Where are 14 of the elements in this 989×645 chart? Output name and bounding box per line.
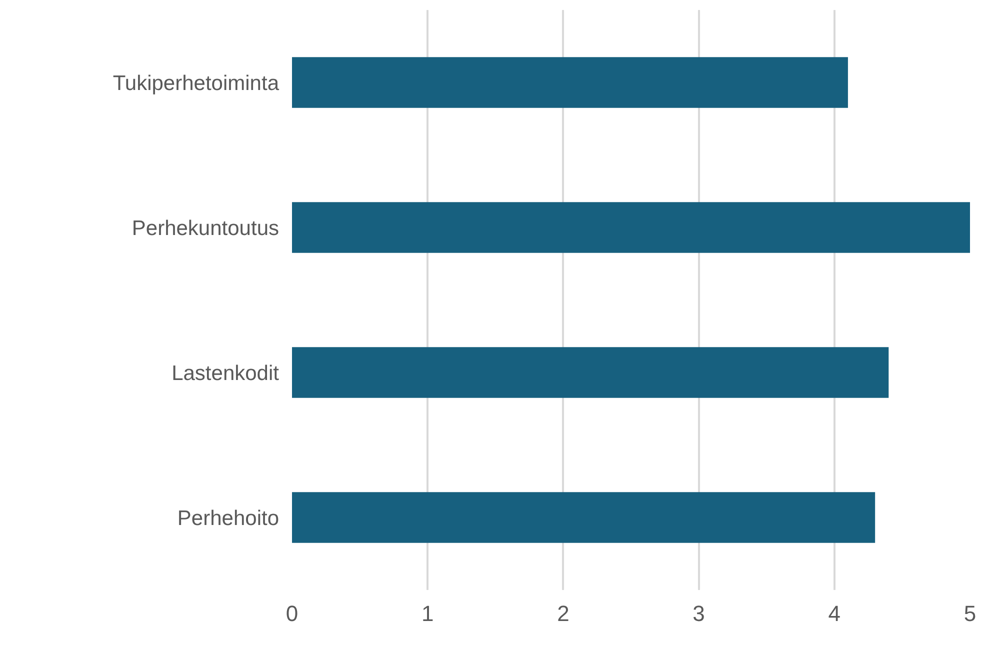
y-tick-label: Perhehoito <box>177 506 279 530</box>
x-tick-label: 1 <box>421 601 434 626</box>
x-tick-label: 3 <box>692 601 705 626</box>
bar <box>292 202 970 253</box>
bar <box>292 492 876 543</box>
x-tick-label: 0 <box>286 601 298 626</box>
x-tick-label: 5 <box>964 601 976 626</box>
bar <box>292 57 848 108</box>
y-tick-label: Lastenkodit <box>172 362 280 385</box>
x-tick-label: 4 <box>828 601 841 626</box>
y-tick-label: Perhekuntoutus <box>132 216 279 240</box>
x-tick-label: 2 <box>557 601 570 626</box>
bar <box>292 347 889 398</box>
y-tick-label: Tukiperhetoiminta <box>112 72 280 95</box>
